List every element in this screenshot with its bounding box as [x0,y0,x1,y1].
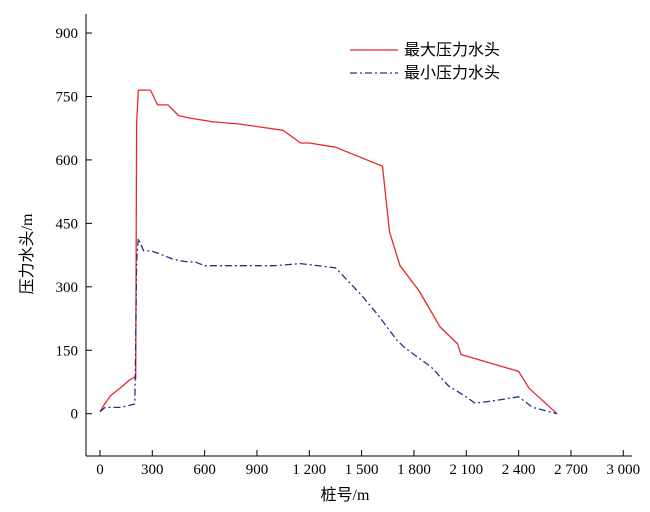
x-tick-label: 300 [141,462,164,478]
x-tick-label: 2 100 [449,462,483,478]
series-line-max-pressure [99,89,558,415]
series [99,89,558,415]
legend-label-min-pressure: 最小压力水头 [404,64,500,82]
x-tick-label: 900 [246,462,269,478]
y-axis-title: 压力水头/m [18,213,36,294]
x-tick-label: 2 700 [554,462,588,478]
y-tick-label: 600 [56,153,79,169]
y-ticks: 0 150 300 450 600 750 900 [56,26,92,423]
x-tick-label: 2 400 [502,462,536,478]
y-tick-label: 150 [56,343,79,359]
x-tick-label: 1 500 [345,462,379,478]
x-tick-label: 1 200 [292,462,326,478]
x-tick-label: 3 000 [606,462,640,478]
x-axis-title: 桩号/m [321,486,370,504]
series-line-min-pressure [99,237,558,415]
x-tick-label: 1 800 [397,462,431,478]
x-ticks: 0 300 600 900 1 200 1 500 1 800 2 100 2 400 2 700… [96,450,640,478]
y-tick-label: 0 [71,407,79,423]
y-tick-label: 300 [56,280,79,296]
y-tick-label: 750 [56,89,79,105]
legend: 最大压力水头 最小压力水头 [350,41,500,82]
x-tick-label: 0 [96,462,104,478]
legend-label-max-pressure: 最大压力水头 [404,41,500,59]
axes [85,14,632,457]
y-tick-label: 450 [56,216,79,232]
y-tick-label: 900 [56,26,79,42]
x-tick-label: 600 [193,462,216,478]
